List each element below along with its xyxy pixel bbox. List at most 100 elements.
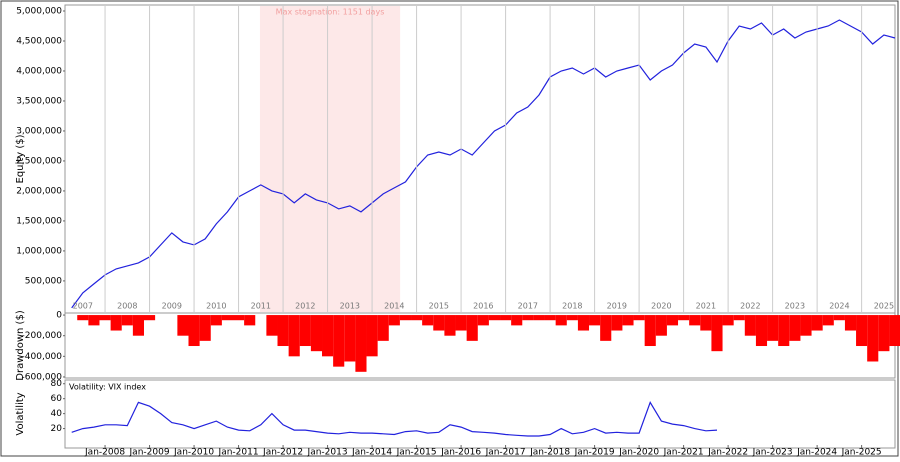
y-tick-label: 4,500,000: [16, 36, 62, 46]
drawdown-bar: [399, 315, 412, 321]
drawdown-bar: [444, 315, 456, 336]
x-tick-label: Jan-2024: [796, 448, 837, 458]
x-year-label: 2014: [384, 302, 404, 311]
drawdown-bar: [533, 315, 545, 321]
y-tick-label: 3,000,000: [16, 126, 62, 136]
x-tick-label: Jan-2008: [84, 448, 125, 458]
y-tick-label: 1,000,000: [16, 246, 62, 256]
drawdown-bar: [221, 315, 234, 321]
volatility-panel: [64, 379, 896, 449]
drawdown-bar: [778, 315, 790, 347]
drawdown-bar: [711, 315, 723, 352]
drawdown-bar: [822, 315, 834, 326]
y-tick-label: 80: [51, 379, 63, 389]
y-tick-label: 3,500,000: [16, 96, 62, 106]
series-line: [71, 401, 718, 437]
drawdown-bar: [555, 315, 567, 326]
x-tick-label: Jan-2018: [529, 448, 570, 458]
drawdown-bar: [433, 315, 445, 331]
x-year-label: 2017: [518, 302, 538, 311]
x-tick-label: Jan-2021: [663, 448, 704, 458]
x-tick-label: Jan-2010: [173, 448, 214, 458]
x-year-label: 2010: [206, 302, 226, 311]
drawdown-bar: [600, 315, 612, 341]
drawdown-bar: [511, 315, 523, 326]
x-year-label: 2019: [607, 302, 627, 311]
drawdown-bar: [589, 315, 601, 326]
legend-label: Volatility: VIX index: [69, 383, 146, 392]
x-year-label: 2007: [73, 302, 93, 311]
y-tick-label: 20: [51, 424, 63, 434]
drawdown-bar: [744, 315, 756, 336]
x-year-label: 2016: [473, 302, 493, 311]
drawdown-bar: [544, 315, 556, 321]
x-year-label: 2022: [740, 302, 760, 311]
drawdown-bar: [678, 315, 690, 321]
x-tick-label: Jan-2017: [485, 448, 526, 458]
drawdown-bar: [233, 315, 245, 321]
y-tick-label: -200,000: [22, 331, 63, 341]
drawdown-bar: [366, 315, 378, 357]
drawdown-bar: [878, 315, 890, 352]
x-tick-label: Jan-2019: [574, 448, 615, 458]
y-tick-label: 60: [51, 394, 63, 404]
x-tick-label: Jan-2014: [351, 448, 392, 458]
drawdown-bar: [177, 315, 189, 336]
equity-panel: [64, 4, 896, 314]
drawdown-bar: [377, 315, 389, 341]
drawdown-bar: [722, 315, 734, 326]
drawdown-bar: [655, 315, 667, 336]
y-tick-label: 2,500,000: [16, 156, 62, 166]
x-year-label: 2021: [696, 302, 716, 311]
y-axis-title: Drawdown ($): [15, 310, 26, 381]
plot-layer: [77, 315, 900, 372]
x-year-label: 2009: [162, 302, 182, 311]
drawdown-bar: [622, 315, 634, 326]
drawdown-bar: [422, 315, 434, 326]
drawdown-bar: [277, 315, 289, 347]
drawdown-bar: [689, 315, 701, 326]
drawdown-bar: [333, 315, 345, 367]
x-year-label: 2015: [429, 302, 449, 311]
drawdown-bar: [411, 315, 423, 321]
drawdown-bar: [388, 315, 400, 326]
y-tick-label: 2,000,000: [16, 186, 62, 196]
drawdown-bar: [244, 315, 256, 326]
drawdown-bar: [310, 315, 323, 352]
drawdown-bar: [811, 315, 823, 331]
drawdown-bar: [522, 315, 534, 321]
drawdown-bar: [322, 315, 334, 357]
plot-layer: [71, 6, 896, 312]
x-tick-label: Jan-2013: [307, 448, 348, 458]
x-year-label: 2024: [829, 302, 849, 311]
x-tick-label: Jan-2022: [707, 448, 748, 458]
drawdown-bar: [110, 315, 122, 331]
drawdown-bar: [577, 315, 590, 331]
x-tick-label: Jan-2016: [440, 448, 481, 458]
drawdown-bar: [488, 315, 501, 321]
drawdown-bar: [132, 315, 144, 336]
drawdown-bar: [121, 315, 133, 326]
x-tick-label: Jan-2012: [262, 448, 303, 458]
plot-layer: [71, 401, 718, 437]
y-tick-label: 0: [56, 311, 62, 321]
drawdown-bar: [767, 315, 779, 341]
x-tick-label: Jan-2020: [618, 448, 659, 458]
drawdown-bar: [355, 315, 367, 372]
drawdown-bar: [856, 315, 868, 347]
y-tick-label: 4,000,000: [16, 66, 62, 76]
x-tick-label: Jan-2009: [129, 448, 170, 458]
x-tick-label: Jan-2023: [752, 448, 793, 458]
x-year-label: 2011: [251, 302, 271, 311]
drawdown-bar: [789, 315, 801, 341]
drawdown-bar: [833, 315, 845, 321]
x-tick-label: Jan-2011: [218, 448, 259, 458]
x-year-label: 2023: [785, 302, 805, 311]
x-year-label: 2025: [874, 302, 894, 311]
drawdown-bar: [99, 315, 111, 321]
y-tick-label: 40: [51, 409, 63, 419]
drawdown-bar: [644, 315, 656, 347]
drawdown-bar: [500, 315, 512, 321]
x-year-label: 2012: [295, 302, 315, 311]
drawdown-bar: [800, 315, 812, 336]
